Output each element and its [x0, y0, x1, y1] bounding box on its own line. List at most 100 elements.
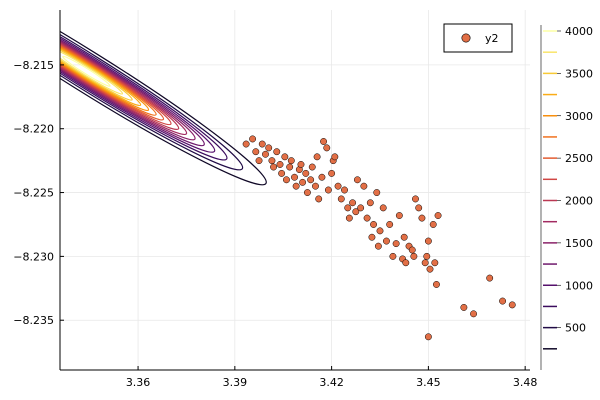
scatter-point [273, 148, 281, 156]
contour-level-1000 [60, 10, 216, 153]
scatter-point [302, 169, 310, 177]
scatter-point [262, 150, 269, 158]
axes: 3.36 3.39 3.42 3.45 3.48 −8.215 −8.220 −8.225 −8… [13, 10, 537, 389]
scatter-point [307, 176, 315, 184]
scatter-point [337, 195, 345, 203]
scatter-point [415, 204, 423, 212]
scatter-point [258, 140, 266, 148]
scatter-point [423, 252, 431, 260]
legend-marker-y2 [461, 33, 471, 43]
scatter-point [242, 140, 250, 148]
scatter-point [291, 173, 298, 181]
scatter-point [318, 173, 326, 181]
contour-level-500 [60, 10, 244, 171]
scatter-point [283, 176, 290, 184]
scatter-point [410, 252, 418, 260]
contour-level-2500 [60, 22, 165, 121]
scatter-point [395, 212, 403, 219]
y-tick-label: −8.220 [13, 123, 54, 136]
x-tick-label: 3.45 [416, 376, 441, 389]
scatter-point [460, 303, 468, 311]
scatter-point [402, 259, 410, 267]
scatter-point [357, 204, 365, 212]
scatter-point [315, 195, 323, 203]
colorbar-tick-label: 2500 [565, 152, 593, 165]
y-tick-label: −8.235 [13, 314, 54, 327]
colorbar-tick-label: 1000 [565, 279, 593, 292]
scatter-point [370, 221, 377, 228]
scatter-point [320, 138, 327, 145]
colorbar-tick-label: 4000 [565, 25, 593, 38]
contour-level-1500 [60, 10, 196, 141]
contour-level-2000 [60, 12, 180, 131]
y-tick-label: −8.215 [13, 59, 54, 72]
scatter-point [392, 240, 400, 248]
scatter-point [373, 189, 381, 197]
scatter-point [389, 252, 397, 260]
scatter-point [345, 214, 353, 222]
scatter-point [278, 169, 286, 177]
colorbar-tick-label: 500 [565, 322, 586, 335]
legend-box [443, 23, 513, 53]
scatter-point [324, 186, 332, 194]
scatter-series-y2 [242, 135, 516, 341]
scatter-point [292, 182, 300, 190]
contour-level-4000 [62, 55, 111, 87]
scatter-point [431, 259, 439, 267]
scatter-point [270, 163, 277, 171]
scatter-point [276, 161, 284, 168]
scatter-point [383, 237, 390, 245]
scatter-point [299, 178, 307, 186]
scatter-point [470, 310, 477, 318]
scatter-point [433, 281, 440, 288]
scatter-point [265, 144, 273, 152]
scatter-point [421, 259, 429, 267]
x-tick-label: 3.42 [319, 376, 344, 389]
scatter-point [252, 148, 260, 156]
scatter-point [379, 204, 387, 212]
colorbar-tick-label: 3000 [565, 110, 593, 123]
scatter-point [344, 204, 352, 212]
scatter-point [349, 199, 357, 207]
scatter-point [429, 221, 437, 228]
scatter-point [366, 199, 374, 207]
scatter-point [374, 242, 382, 250]
legend-label-y2: y2 [485, 32, 499, 45]
scatter-point [412, 195, 419, 203]
scatter-point [386, 221, 394, 228]
scatter-point [281, 153, 289, 161]
contour-plot [60, 10, 267, 186]
scatter-point [334, 182, 342, 190]
y-tick-label: −8.225 [13, 187, 54, 200]
contour-level-3750 [60, 47, 124, 95]
colorbar-tick-label: 2000 [565, 195, 593, 208]
scatter-point [400, 233, 408, 241]
legend: y2 [443, 23, 513, 53]
scatter-point [303, 189, 311, 197]
scatter-point [328, 169, 336, 177]
y-tick-label: −8.230 [13, 250, 54, 263]
scatter-point [508, 301, 516, 309]
scatter-point [331, 153, 339, 161]
scatter-point [360, 182, 368, 190]
scatter-point [308, 163, 316, 171]
scatter-point [353, 176, 361, 184]
scatter-point [341, 186, 348, 194]
contour-level-3000 [60, 31, 150, 112]
scatter-point [408, 246, 416, 254]
contour-level-250 [60, 10, 267, 186]
x-tick-label: 3.48 [513, 376, 538, 389]
scatter-point [286, 163, 294, 171]
scatter-point [297, 161, 305, 168]
scatter-point [499, 297, 507, 305]
colorbar-tick-label: 1500 [565, 237, 593, 250]
scatter-point [424, 237, 432, 245]
scatter-point [287, 157, 295, 165]
scatter-point [376, 227, 384, 235]
scatter-point [363, 214, 371, 222]
contour-level-1750 [60, 10, 188, 136]
scatter-point [368, 233, 376, 241]
scatter-point [486, 274, 494, 282]
contour-level-3250 [60, 36, 142, 107]
